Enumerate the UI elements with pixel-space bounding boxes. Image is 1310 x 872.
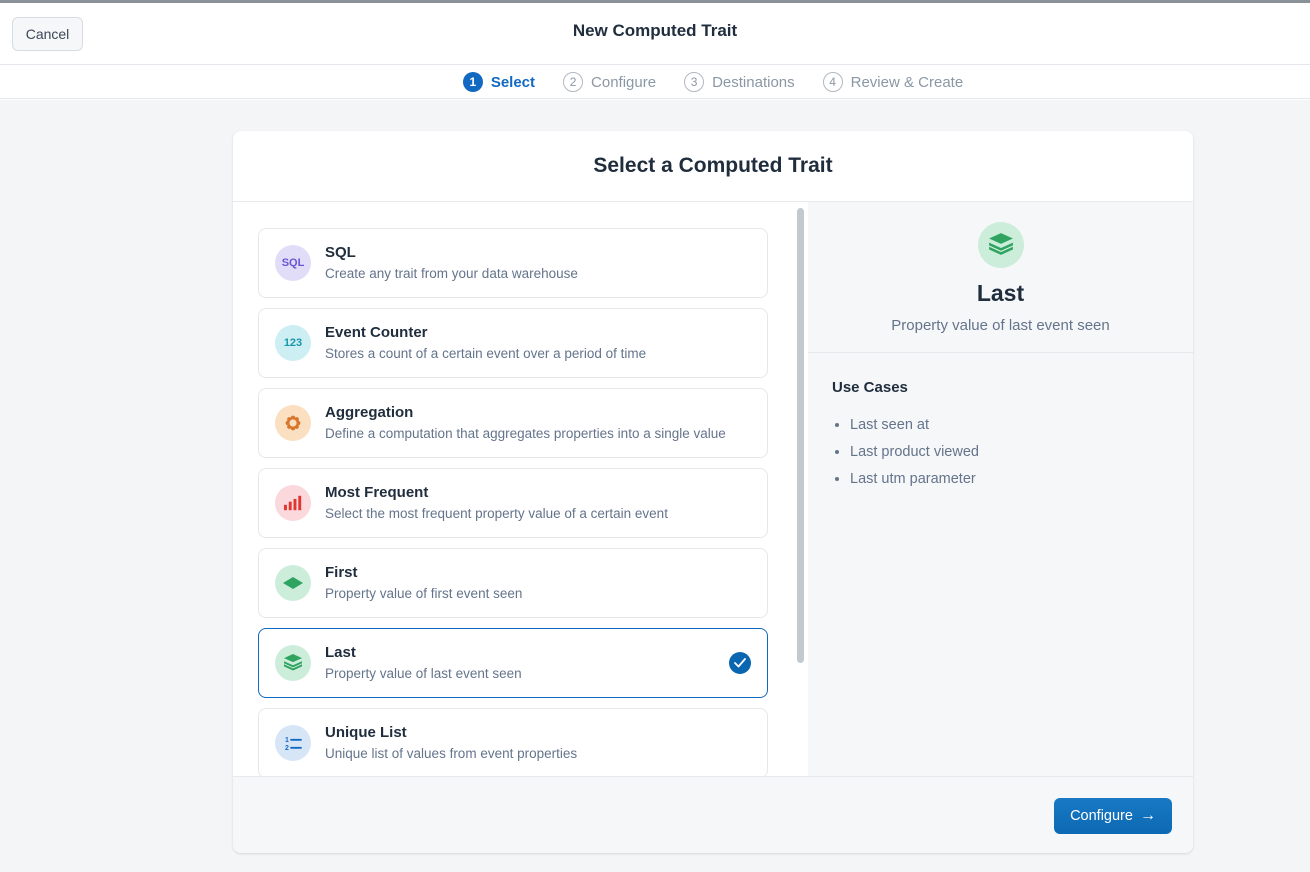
svg-text:1: 1	[285, 737, 289, 744]
svg-text:2: 2	[285, 745, 289, 751]
